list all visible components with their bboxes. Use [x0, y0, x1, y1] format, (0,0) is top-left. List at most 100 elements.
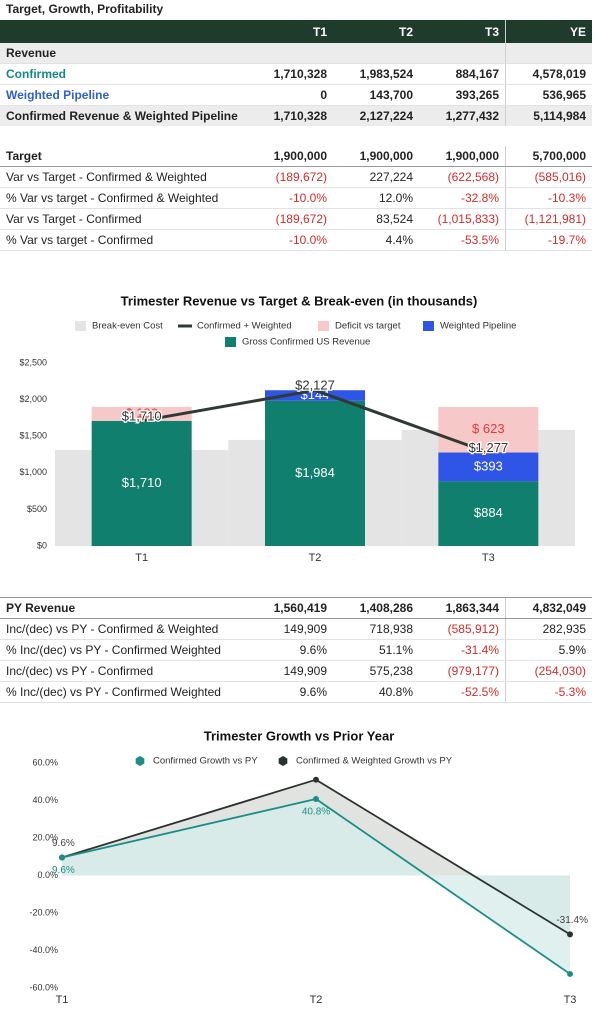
cell: [247, 43, 333, 64]
bar-segment: [438, 406, 539, 453]
cell: 227,224: [333, 166, 419, 188]
point: [59, 854, 65, 861]
cell: 149,909: [247, 618, 333, 640]
x-tick-label: T1: [56, 994, 69, 1006]
cell: 4,578,019: [505, 63, 592, 85]
cell: (254,030): [505, 660, 592, 682]
cell: (1,121,981): [505, 208, 592, 230]
legend-label: Confirmed Growth vs PY: [153, 756, 258, 767]
chart-title: Trimester Growth vs Prior Year: [204, 728, 395, 743]
legend-label: Break-even Cost: [92, 321, 163, 332]
x-tick-label: T2: [309, 552, 322, 564]
row-label: Confirmed: [0, 63, 247, 85]
y-tick-label: 40.0%: [32, 795, 58, 805]
cell: 1,710,328: [247, 105, 333, 137]
bar-segment: [438, 452, 539, 482]
table-row: Var vs Target - Confirmed (189,672) 83,524…: [0, 208, 592, 230]
row-label: PY Revenue: [0, 597, 247, 619]
column-header: T1: [247, 20, 333, 43]
line-label: $1,710: [122, 408, 162, 423]
cell: [505, 43, 592, 64]
legend-swatch: [225, 337, 236, 347]
row-label: Weighted Pipeline: [0, 84, 247, 106]
cell: 1,900,000: [419, 126, 506, 167]
row-label: % Var vs target - Confirmed & Weighted: [0, 187, 247, 209]
y-tick-label: $0: [37, 540, 47, 550]
legend-label: Deficit vs target: [335, 321, 401, 332]
bar-label: $1,984: [295, 465, 335, 480]
bar-segment: [265, 390, 365, 401]
cell: 1,560,419: [247, 597, 333, 619]
y-tick-label: $1,500: [19, 431, 47, 441]
cell: 1,408,286: [333, 597, 419, 619]
point-label: 9.6%: [52, 838, 75, 849]
y-tick-label: $1,000: [19, 467, 47, 477]
cell: 536,965: [505, 84, 592, 106]
point-label: -31.4%: [556, 915, 588, 926]
y-tick-label: -40.0%: [29, 945, 58, 955]
table-row: % Var vs target - Confirmed & Weighted -1…: [0, 187, 592, 209]
cell: 1,863,344: [419, 597, 506, 619]
table-row: % Inc/(dec) vs PY - Confirmed Weighted 9.…: [0, 681, 592, 703]
cell: -10.0%: [247, 229, 333, 251]
legend-label: Gross Confirmed US Revenue: [242, 337, 370, 348]
cell: (622,568): [419, 166, 506, 188]
row-label: Var vs Target - Confirmed & Weighted: [0, 166, 247, 188]
table2: PY Revenue 1,560,419 1,408,286 1,863,344 4,8…: [0, 597, 592, 703]
cell: -31.4%: [419, 639, 506, 661]
cell: 393,265: [419, 84, 506, 106]
point-label: 40.8%: [302, 807, 330, 818]
cell: 1,983,524: [333, 63, 419, 85]
y-tick-label: -20.0%: [29, 907, 58, 917]
line: [141, 388, 489, 454]
legend-swatch: [278, 756, 288, 766]
row-label: Confirmed Revenue & Weighted Pipeline: [0, 105, 247, 137]
column-header: YE: [505, 20, 592, 43]
cell: 718,938: [333, 618, 419, 640]
legend-swatch: [135, 756, 145, 766]
bar-segment: [91, 420, 192, 546]
table2-block: PY Revenue 1,560,419 1,408,286 1,863,344 4,8…: [0, 597, 598, 703]
revenue-chart: Trimester Revenue vs Target & Break-even…: [19, 293, 575, 564]
bar-label: $ 190: [125, 405, 158, 420]
row-label: Revenue: [0, 43, 247, 64]
cell: 2,127,224: [333, 105, 419, 137]
table-row: Weighted Pipeline 0 143,700 393,265 536,965: [0, 84, 592, 106]
cell: 4.4%: [333, 229, 419, 251]
area: [62, 799, 570, 974]
point: [313, 776, 319, 783]
cell: 149,909: [247, 660, 333, 682]
legend-label: Weighted Pipeline: [440, 321, 516, 332]
cell: 51.1%: [333, 639, 419, 661]
bar-label: $ 623: [472, 421, 505, 436]
table-row: Confirmed Revenue & Weighted Pipeline 1,7…: [0, 105, 592, 137]
table-row: PY Revenue 1,560,419 1,408,286 1,863,344 4,8…: [0, 597, 592, 619]
cell: -5.3%: [505, 681, 592, 703]
cell: 884,167: [419, 63, 506, 85]
cell: -19.7%: [505, 229, 592, 251]
table-row: Inc/(dec) vs PY - Confirmed 149,909 575,23…: [0, 660, 592, 682]
cell: 5,114,984: [505, 105, 592, 137]
cell: 83,524: [333, 208, 419, 230]
cell: -53.5%: [419, 229, 506, 251]
y-tick-label: 20.0%: [32, 832, 58, 842]
cell: (979,177): [419, 660, 506, 682]
cell: 143,700: [333, 84, 419, 106]
legend-label: Confirmed + Weighted: [197, 321, 292, 332]
cell: -52.5%: [419, 681, 506, 703]
row-label: Var vs Target - Confirmed: [0, 208, 247, 230]
line-label: $1,277: [468, 440, 508, 455]
cell: 5.9%: [505, 639, 592, 661]
chart-title: Trimester Revenue vs Target & Break-even…: [121, 293, 478, 308]
legend-swatch: [75, 321, 86, 331]
bar-label: $393: [474, 458, 503, 473]
legend-label: Confirmed & Weighted Growth vs PY: [296, 756, 453, 767]
cell: 12.0%: [333, 187, 419, 209]
cell: -10.3%: [505, 187, 592, 209]
table1: T1 T2 T3 YE Revenue Confirmed 1,710,328 1,983,5…: [0, 20, 592, 251]
y-tick-label: -60.0%: [29, 982, 58, 992]
cell: (1,015,833): [419, 208, 506, 230]
cell: 282,935: [505, 618, 592, 640]
table-row: Confirmed 1,710,328 1,983,524 884,167 4,578,…: [0, 63, 592, 85]
